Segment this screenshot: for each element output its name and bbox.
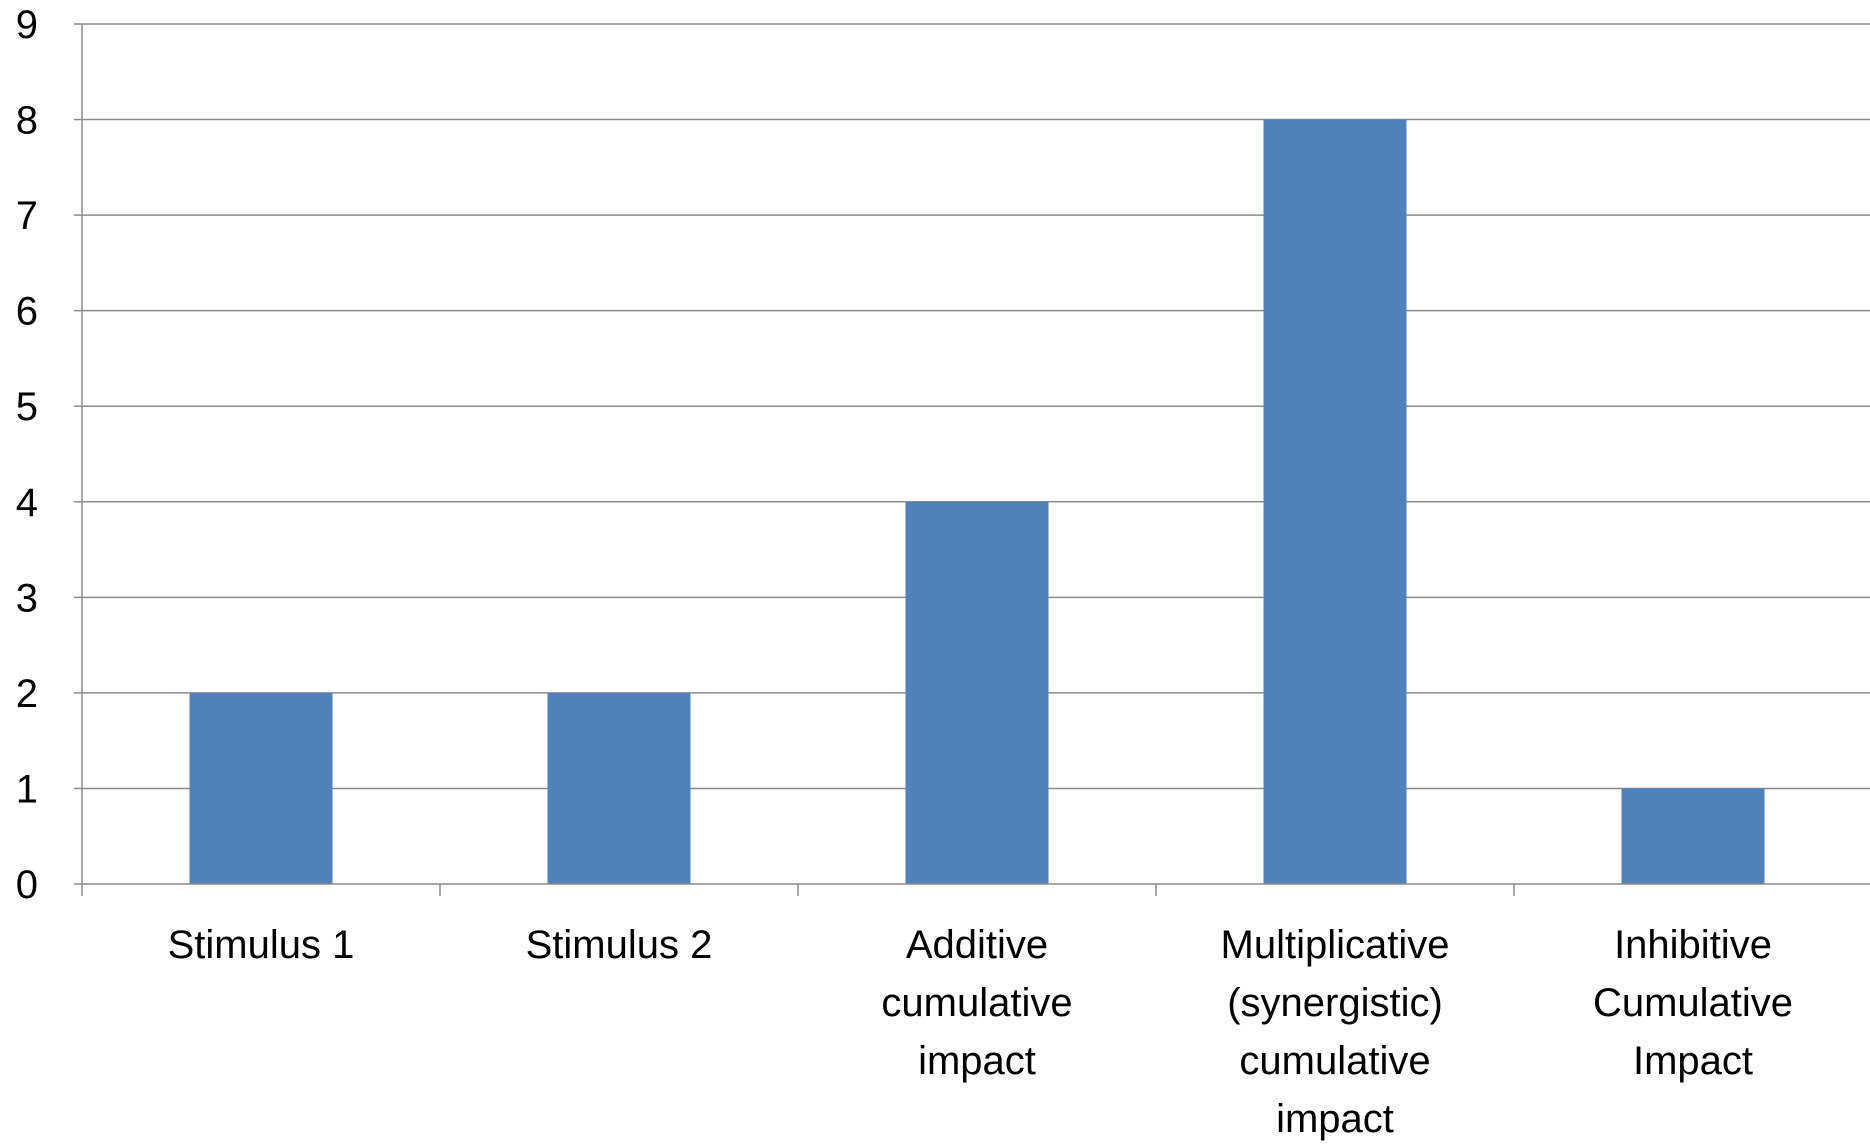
x-tick-label-line: cumulative	[881, 981, 1072, 1025]
bar	[1621, 788, 1765, 884]
y-tick-label: 2	[16, 672, 38, 716]
x-tick-label-line: Inhibitive	[1614, 923, 1772, 967]
y-tick-label: 9	[16, 3, 38, 47]
y-tick-label: 8	[16, 99, 38, 143]
axes	[74, 23, 1870, 896]
bar	[189, 692, 333, 884]
y-tick-label: 7	[16, 194, 38, 238]
y-tick-label: 4	[16, 481, 38, 525]
x-tick-label: Multiplicative (synergistic) cumulative imp…	[1221, 923, 1450, 1141]
x-tick-label-line: Impact	[1633, 1039, 1753, 1083]
x-tick-label: Stimulus 1	[168, 923, 355, 967]
x-tick-label: Stimulus 2	[526, 923, 713, 967]
x-tick-label-line: Stimulus 2	[526, 923, 713, 967]
x-tick-labels: Stimulus 1 Stimulus 2 Additive cumulative im…	[168, 923, 1793, 1141]
x-tick-label: Inhibitive Cumulative Impact	[1593, 923, 1793, 1083]
x-tick-label-line: impact	[1276, 1097, 1394, 1141]
x-tick-label-line: cumulative	[1239, 1039, 1430, 1083]
x-tick-label: Additive cumulative impact	[881, 923, 1072, 1083]
x-tick-label-line: impact	[918, 1039, 1036, 1083]
y-tick-label: 3	[16, 576, 38, 620]
x-tick-label-line: Multiplicative	[1221, 923, 1450, 967]
bars	[189, 119, 1765, 885]
y-tick-label: 0	[16, 863, 38, 907]
x-tick-label-line: (synergistic)	[1227, 981, 1443, 1025]
x-tick-label-line: Cumulative	[1593, 981, 1793, 1025]
y-tick-labels: 0 1 2 3 4 5 6 7 8 9	[16, 3, 38, 907]
bar	[547, 692, 691, 884]
y-tick-label: 1	[16, 767, 38, 811]
x-tick-label-line: Additive	[906, 923, 1048, 967]
bar	[1263, 119, 1407, 885]
x-tick-label-line: Stimulus 1	[168, 923, 355, 967]
y-tick-label: 6	[16, 290, 38, 334]
gridlines	[82, 23, 1870, 790]
bar	[905, 501, 1049, 884]
y-tick-label: 5	[16, 385, 38, 429]
